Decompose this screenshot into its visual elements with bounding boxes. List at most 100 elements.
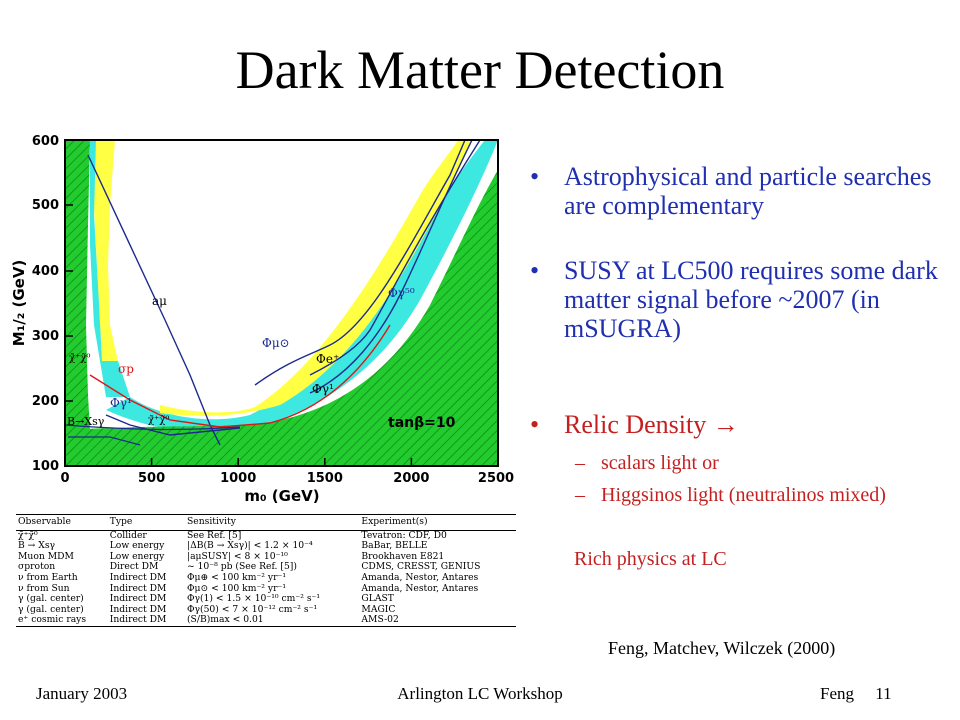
y-axis-label: M₁/₂ (GeV): [10, 260, 28, 347]
sigma-p-contour: [89, 324, 391, 428]
table-header-type: Type: [107, 514, 185, 531]
phi-gamma50-label: Φγ⁵⁰: [388, 286, 415, 300]
table-cell: AMS-02: [359, 614, 516, 627]
table-cell: ν from Sun: [18, 582, 70, 594]
table-cell: Amanda, Nestor, Antares: [361, 582, 479, 594]
sub-bullet-text: Higgsinos light (neutralinos mixed): [601, 484, 886, 506]
table-row: γ (gal. center) Indirect DM Φγ(50) < 7 × 1…: [16, 603, 516, 616]
table-cell: Low energy: [109, 540, 165, 552]
x-tick-1500: 1500: [307, 471, 343, 486]
table-cell: γ (gal. center): [18, 603, 84, 615]
b-xs-gamma-label: B→Xsγ: [67, 415, 105, 428]
table-cell: ~ 10⁻⁸ pb (See Ref. [5]): [186, 561, 297, 573]
bullet-glyph: •: [530, 256, 540, 285]
table-cell: e⁺ cosmic rays: [16, 614, 108, 627]
phi-gamma-left-contour: [105, 414, 241, 436]
table-cell: Φγ(50) < 7 × 10⁻¹² cm⁻² s⁻¹: [186, 603, 318, 615]
bullet-glyph: •: [530, 410, 540, 439]
sub-bullet-text: scalars light or: [601, 452, 719, 474]
b-xs-gamma-contour: [68, 436, 141, 446]
y-tick-200: 200: [32, 394, 59, 409]
table-cell: γ (gal. center): [18, 593, 84, 605]
phi-gamma1-left-label: Φγ¹: [110, 396, 132, 410]
phi-e-label: Φe⁺: [316, 352, 339, 366]
a-mu-contour: [87, 154, 221, 446]
table-cell: Indirect DM: [109, 593, 167, 605]
plot-svg: 0 500 1000 1500 2000 2500 100 200 300 40…: [10, 134, 514, 505]
table-cell: CDMS, CRESST, GENIUS: [361, 561, 481, 573]
y-tick-400: 400: [32, 264, 59, 279]
table-cell: |ΔB(B → Xsγ)| < 1.2 × 10⁻⁴: [186, 540, 313, 552]
y-tick-300: 300: [32, 329, 59, 344]
table-header-observable: Observable: [16, 514, 108, 531]
chargino-contour: [65, 424, 241, 431]
table-cell: Tevatron: CDF, D0: [361, 529, 447, 541]
table-cell: See Ref. [5]: [186, 529, 242, 541]
yellow-band: [160, 140, 472, 416]
phi-gamma1-right-label: Φγ¹: [312, 382, 334, 396]
table-cell: Direct DM: [109, 561, 159, 573]
dash-glyph: –: [575, 484, 585, 506]
parameter-space-plot: 0 500 1000 1500 2000 2500 100 200 300 40…: [10, 125, 520, 510]
y-tick-500: 500: [32, 198, 59, 213]
table-cell: Collider: [109, 529, 147, 541]
chi-chi0-lower-label: χ̃⁺χ̃⁰: [148, 415, 169, 426]
table-cell: Muon MDM: [18, 550, 74, 562]
table-row: B → Xsγ Low energy |ΔB(B → Xsγ)| < 1.2 × 1…: [16, 541, 516, 552]
bullet-text: Relic Density →: [564, 410, 739, 439]
x-tick-2500: 2500: [478, 471, 514, 486]
table-row: σproton Direct DM ~ 10⁻⁸ pb (See Ref. [5])…: [16, 562, 516, 573]
table-row: ν from Sun Indirect DM Φμ⊙ < 100 km⁻² yr⁻¹…: [16, 582, 516, 595]
table-cell: Indirect DM: [109, 603, 167, 615]
bullet-text: Astrophysical and particle searches are …: [564, 162, 932, 220]
table-cell: |aμSUSY| < 8 × 10⁻¹⁰: [186, 550, 288, 562]
table-cell: χ̃⁺χ̃⁰: [18, 529, 38, 541]
dash-glyph: –: [575, 452, 585, 474]
left-cyan-band: [90, 140, 130, 397]
table-row: Muon MDM Low energy |aμSUSY| < 8 × 10⁻¹⁰ Br…: [16, 550, 516, 563]
table-cell: Φμ⊕ < 100 km⁻² yr⁻¹: [186, 571, 287, 583]
table-header-sensitivity: Sensitivity: [184, 514, 360, 531]
bullet-text: SUSY at LC500 requires some dark matter …: [564, 256, 938, 343]
phi-mu-sun-label: Φμ⊙: [262, 336, 290, 350]
table-cell: MAGIC: [361, 603, 396, 615]
tick-marks: [64, 139, 499, 467]
x-tick-1000: 1000: [220, 471, 256, 486]
table-cell: BaBar, BELLE: [361, 540, 428, 552]
a-mu-label: aμ: [152, 294, 167, 308]
x-tick-500: 500: [138, 471, 165, 486]
table-cell: Low energy: [109, 550, 165, 562]
phi-mu-contour: [254, 140, 466, 386]
y-tick-100: 100: [32, 459, 59, 474]
tan-beta-label: tanβ=10: [388, 415, 456, 431]
table-cell: GLAST: [361, 593, 394, 605]
chi-chi0-upper-label: χ̃⁺χ̃⁰: [69, 353, 90, 364]
table-header-experiments: Experiment(s): [359, 514, 516, 531]
table-cell: Indirect DM: [107, 614, 185, 627]
footer-author-page: Feng 11: [820, 684, 892, 703]
table-cell: Indirect DM: [109, 571, 167, 583]
table-cell: Indirect DM: [109, 582, 167, 594]
table-cell: σproton: [18, 561, 56, 573]
footer-date: January 2003: [36, 684, 128, 703]
table-cell: Amanda, Nestor, Antares: [361, 571, 479, 583]
main-excluded-region: [65, 170, 498, 466]
phi-e-contour: [309, 140, 481, 376]
table-cell: (S/B)max < 0.01: [184, 614, 360, 627]
table-row: ν from Earth Indirect DM Φμ⊕ < 100 km⁻² yr…: [16, 571, 516, 584]
slide-title: Dark Matter Detection: [235, 40, 725, 100]
x-tick-2000: 2000: [393, 471, 429, 486]
table-cell: B → Xsγ: [18, 540, 56, 552]
table-row: e⁺ cosmic rays Indirect DM (S/B)max < 0.01…: [16, 614, 516, 627]
table-row: γ (gal. center) Indirect DM Φγ(1) < 1.5 × …: [16, 594, 516, 605]
table-header-row: Observable Type Sensitivity Experiment(s…: [16, 514, 516, 531]
sigma-p-label: σp: [118, 362, 134, 376]
x-axis-label: m₀ (GeV): [244, 487, 319, 505]
x-tick-0: 0: [60, 471, 69, 486]
rich-physics-note: Rich physics at LC: [574, 548, 727, 570]
plot-frame: [64, 139, 499, 467]
table-row: χ̃⁺χ̃⁰ Collider See Ref. [5] Tevatron: CDF,…: [16, 530, 516, 541]
table-cell: Φγ(1) < 1.5 × 10⁻¹⁰ cm⁻² s⁻¹: [186, 593, 321, 605]
left-yellow-band: [94, 140, 118, 361]
bullet-glyph: •: [530, 162, 540, 191]
